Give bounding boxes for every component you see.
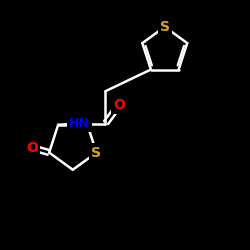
Text: O: O — [26, 140, 38, 154]
Text: S: S — [160, 20, 170, 34]
Text: HN: HN — [69, 117, 90, 130]
Text: O: O — [113, 98, 125, 112]
Text: S: S — [92, 146, 102, 160]
